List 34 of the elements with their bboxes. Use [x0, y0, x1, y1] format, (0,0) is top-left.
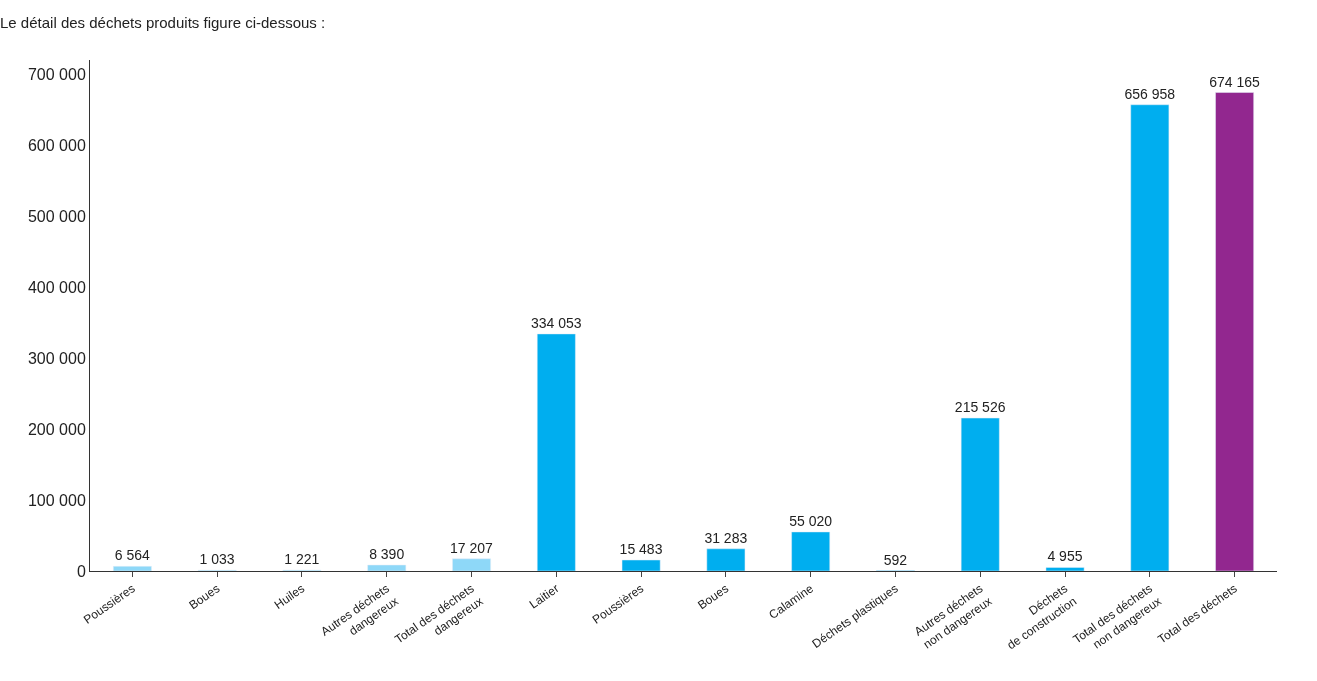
- bar: [1045, 567, 1085, 571]
- bar: [113, 566, 152, 571]
- data-label: 4 955: [1047, 548, 1083, 565]
- data-label: 31 283: [704, 529, 748, 546]
- data-label: 17 207: [450, 539, 494, 556]
- bar: [1215, 92, 1254, 571]
- bar: [367, 564, 407, 571]
- data-label: 15 483: [619, 541, 663, 558]
- chart-title: Le détail des déchets produits figure ci-dessous :: [0, 13, 326, 31]
- data-label: 334 053: [530, 314, 582, 331]
- bar: [536, 333, 576, 571]
- y-tick-label: 100 000: [27, 491, 86, 509]
- y-tick-label: 0: [76, 562, 86, 580]
- bar: [706, 548, 746, 571]
- y-tick-label: 200 000: [27, 420, 86, 438]
- bar: [960, 417, 1000, 571]
- bar: [1130, 104, 1170, 571]
- bar: [791, 531, 831, 571]
- y-tick-label: 500 000: [27, 207, 86, 225]
- data-label: 592: [883, 551, 908, 568]
- data-label: 8 390: [369, 546, 405, 563]
- bar: [621, 559, 661, 571]
- y-tick-label: 300 000: [27, 349, 86, 367]
- data-label: 1 221: [284, 551, 320, 568]
- bar: [452, 558, 491, 571]
- y-tick-label: 700 000: [27, 65, 86, 83]
- data-label: 674 165: [1209, 73, 1261, 90]
- data-label: 55 020: [789, 512, 833, 529]
- data-label: 656 958: [1124, 85, 1176, 102]
- data-label: 6 564: [114, 547, 151, 564]
- data-label: 1 033: [199, 551, 235, 568]
- data-label: 215 526: [954, 399, 1006, 416]
- y-tick-label: 400 000: [27, 278, 86, 296]
- y-tick-label: 600 000: [27, 136, 86, 154]
